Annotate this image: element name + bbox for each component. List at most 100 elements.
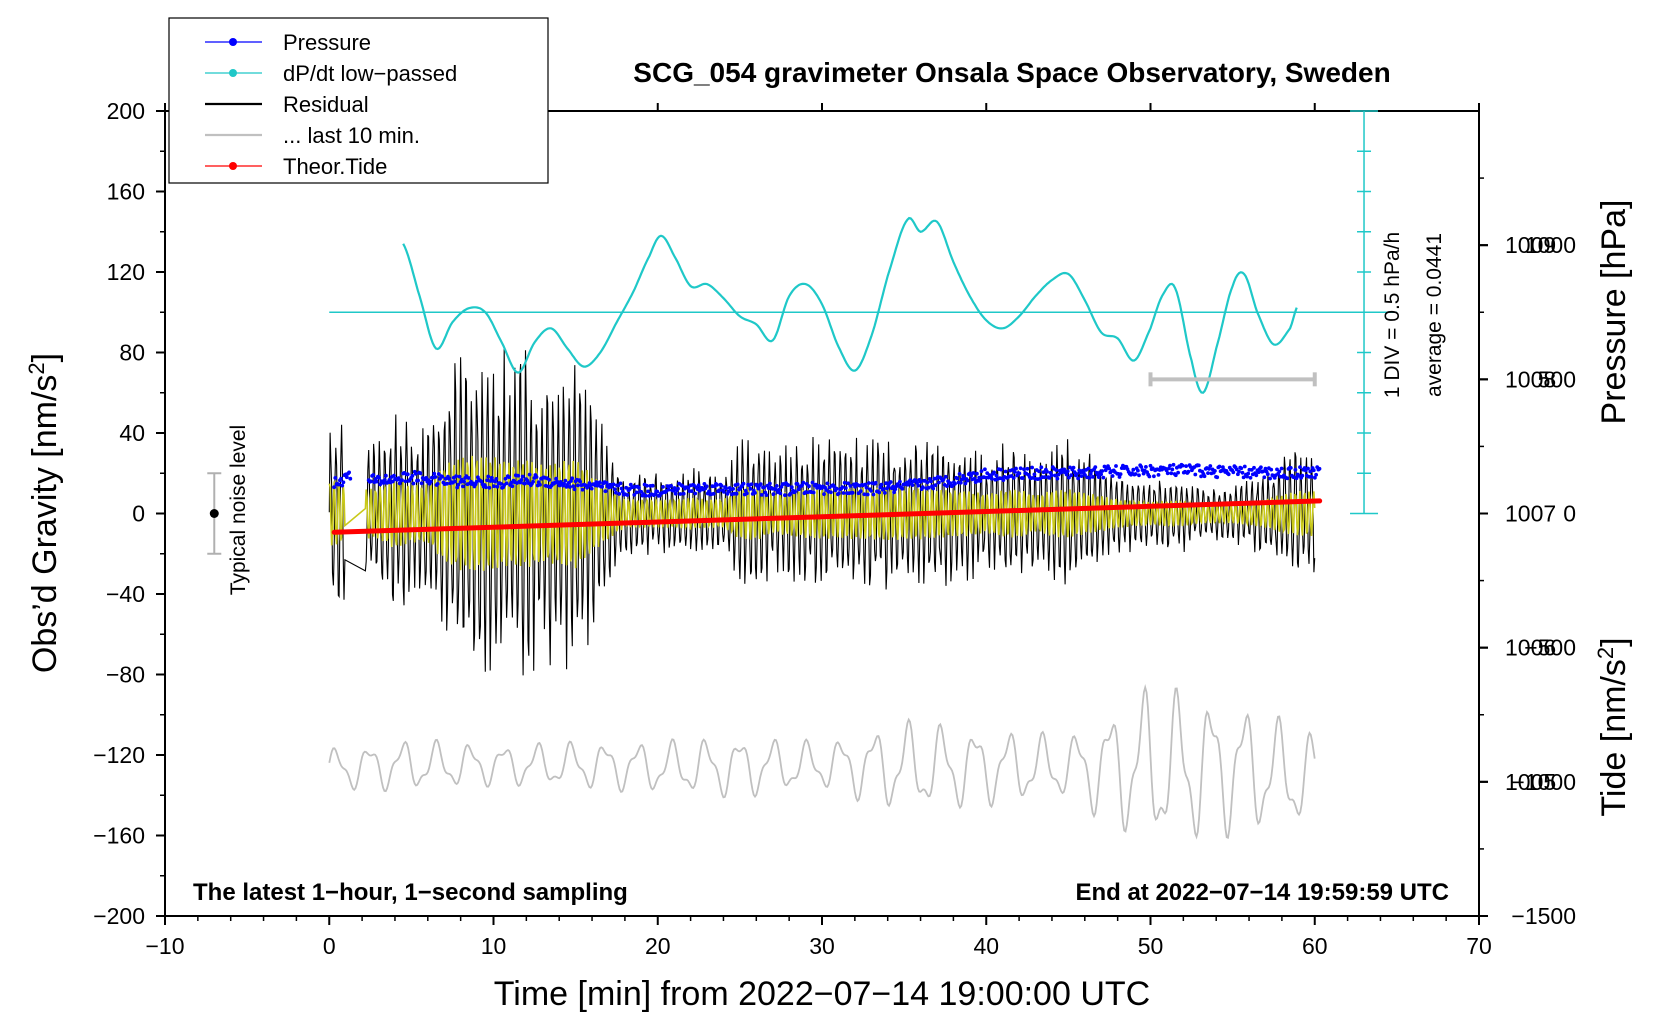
pressure-tick-label: 1008 [1505, 366, 1556, 392]
tide-tick-label: −500 [1524, 635, 1576, 661]
pressure-point [1217, 464, 1222, 469]
pressure-point [704, 484, 709, 489]
pressure-point [1067, 475, 1071, 480]
pressure-point [645, 483, 649, 488]
pressure-point [865, 492, 870, 497]
pressure-point [589, 486, 594, 491]
tide-tick-label: 500 [1538, 366, 1576, 392]
pressure-point [933, 483, 938, 488]
pressure-point [866, 481, 871, 485]
pressure-point [381, 481, 386, 485]
pressure-point [807, 484, 811, 489]
pressure-point [669, 484, 673, 488]
pressure-point [1256, 470, 1261, 475]
pressure-point [1045, 469, 1049, 474]
pressure-point [975, 471, 979, 476]
pressure-point [858, 489, 863, 494]
pressure-point [892, 490, 896, 495]
pressure-point [347, 470, 351, 475]
pressure-point [603, 489, 608, 494]
pressure-point [453, 479, 457, 484]
pressure-point [1231, 470, 1236, 475]
pressure-point [971, 471, 976, 475]
y-tick-label: 40 [119, 420, 145, 446]
pressure-point [768, 481, 772, 486]
axis-ticks: −10 0 10 20 30 40 50 60 70 200 160 120 80 40 0 −40 −80 −1… [93, 98, 1576, 959]
pressure-point [1088, 472, 1093, 476]
pressure-point [435, 482, 440, 486]
pressure-point [516, 473, 520, 478]
pressure-point [340, 483, 345, 488]
pressure-point [774, 484, 779, 488]
pressure-tick-label: 1007 [1505, 501, 1556, 527]
pressure-point [965, 478, 970, 483]
legend-marker [229, 38, 237, 46]
pressure-point [1309, 474, 1314, 479]
pressure-point [773, 487, 778, 492]
pressure-point [411, 481, 416, 486]
pressure-point [920, 485, 925, 490]
pressure-point [617, 492, 622, 496]
pressure-point [499, 482, 503, 486]
pressure-point [413, 471, 418, 476]
pressure-point [492, 484, 496, 489]
pressure-point [678, 492, 683, 496]
pressure-point [883, 491, 887, 495]
pressure-point [756, 486, 761, 491]
pressure-point [873, 480, 878, 485]
pressure-point [646, 489, 650, 494]
pressure-point [1017, 471, 1022, 476]
pressure-point [523, 481, 527, 486]
pressure-point [336, 482, 341, 487]
pressure-point [447, 477, 452, 481]
pressure-point [1180, 463, 1185, 468]
y-tick-label: 120 [107, 259, 145, 285]
pressure-point [418, 471, 423, 476]
pressure-point [953, 481, 957, 486]
pressure-point [1041, 470, 1046, 475]
pressure-point [717, 488, 722, 493]
x-axis-label: Time [min] from 2022−07−14 19:00:00 UTC [494, 975, 1150, 1013]
series-pressure [332, 462, 1322, 498]
pressure-point [843, 486, 848, 490]
pressure-point [1306, 466, 1310, 471]
pressure-point [485, 478, 489, 483]
pressure-point [594, 480, 599, 485]
pressure-point [410, 473, 415, 478]
pressure-point [822, 492, 826, 496]
pressure-point [879, 482, 884, 487]
pressure-point [762, 485, 767, 490]
pressure-point [693, 491, 698, 496]
pressure-point [957, 472, 962, 476]
pressure-point [1252, 465, 1256, 470]
pressure-point [943, 474, 948, 479]
pressure-point [1136, 468, 1140, 473]
pressure-point [666, 487, 671, 492]
pressure-point [440, 474, 445, 479]
pressure-point [489, 475, 494, 480]
y-tick-label: 0 [132, 501, 145, 527]
pressure-point [1018, 466, 1023, 471]
dpdt-scale-label: 1 DIV = 0.5 hPa/h [1381, 232, 1404, 398]
pressure-point [494, 477, 499, 481]
pressure-point [689, 489, 694, 493]
pressure-point [396, 476, 401, 480]
pressure-point [503, 476, 508, 481]
pressure-point [702, 482, 707, 486]
pressure-point [778, 491, 783, 496]
x-tick-label: 0 [323, 933, 336, 959]
legend-marker [229, 162, 237, 170]
pressure-point [1021, 476, 1025, 480]
pressure-point [1245, 474, 1249, 479]
pressure-point [842, 480, 847, 485]
pressure-point [786, 483, 791, 487]
series-dpdt [402, 216, 1298, 394]
pressure-point [1184, 464, 1188, 468]
pressure-point [972, 476, 977, 481]
decorations [207, 110, 1397, 555]
pressure-point [1277, 469, 1282, 474]
pressure-point [1237, 469, 1241, 474]
pressure-point [1030, 465, 1034, 470]
pressure-point [1087, 475, 1092, 480]
pressure-point [1062, 467, 1067, 472]
